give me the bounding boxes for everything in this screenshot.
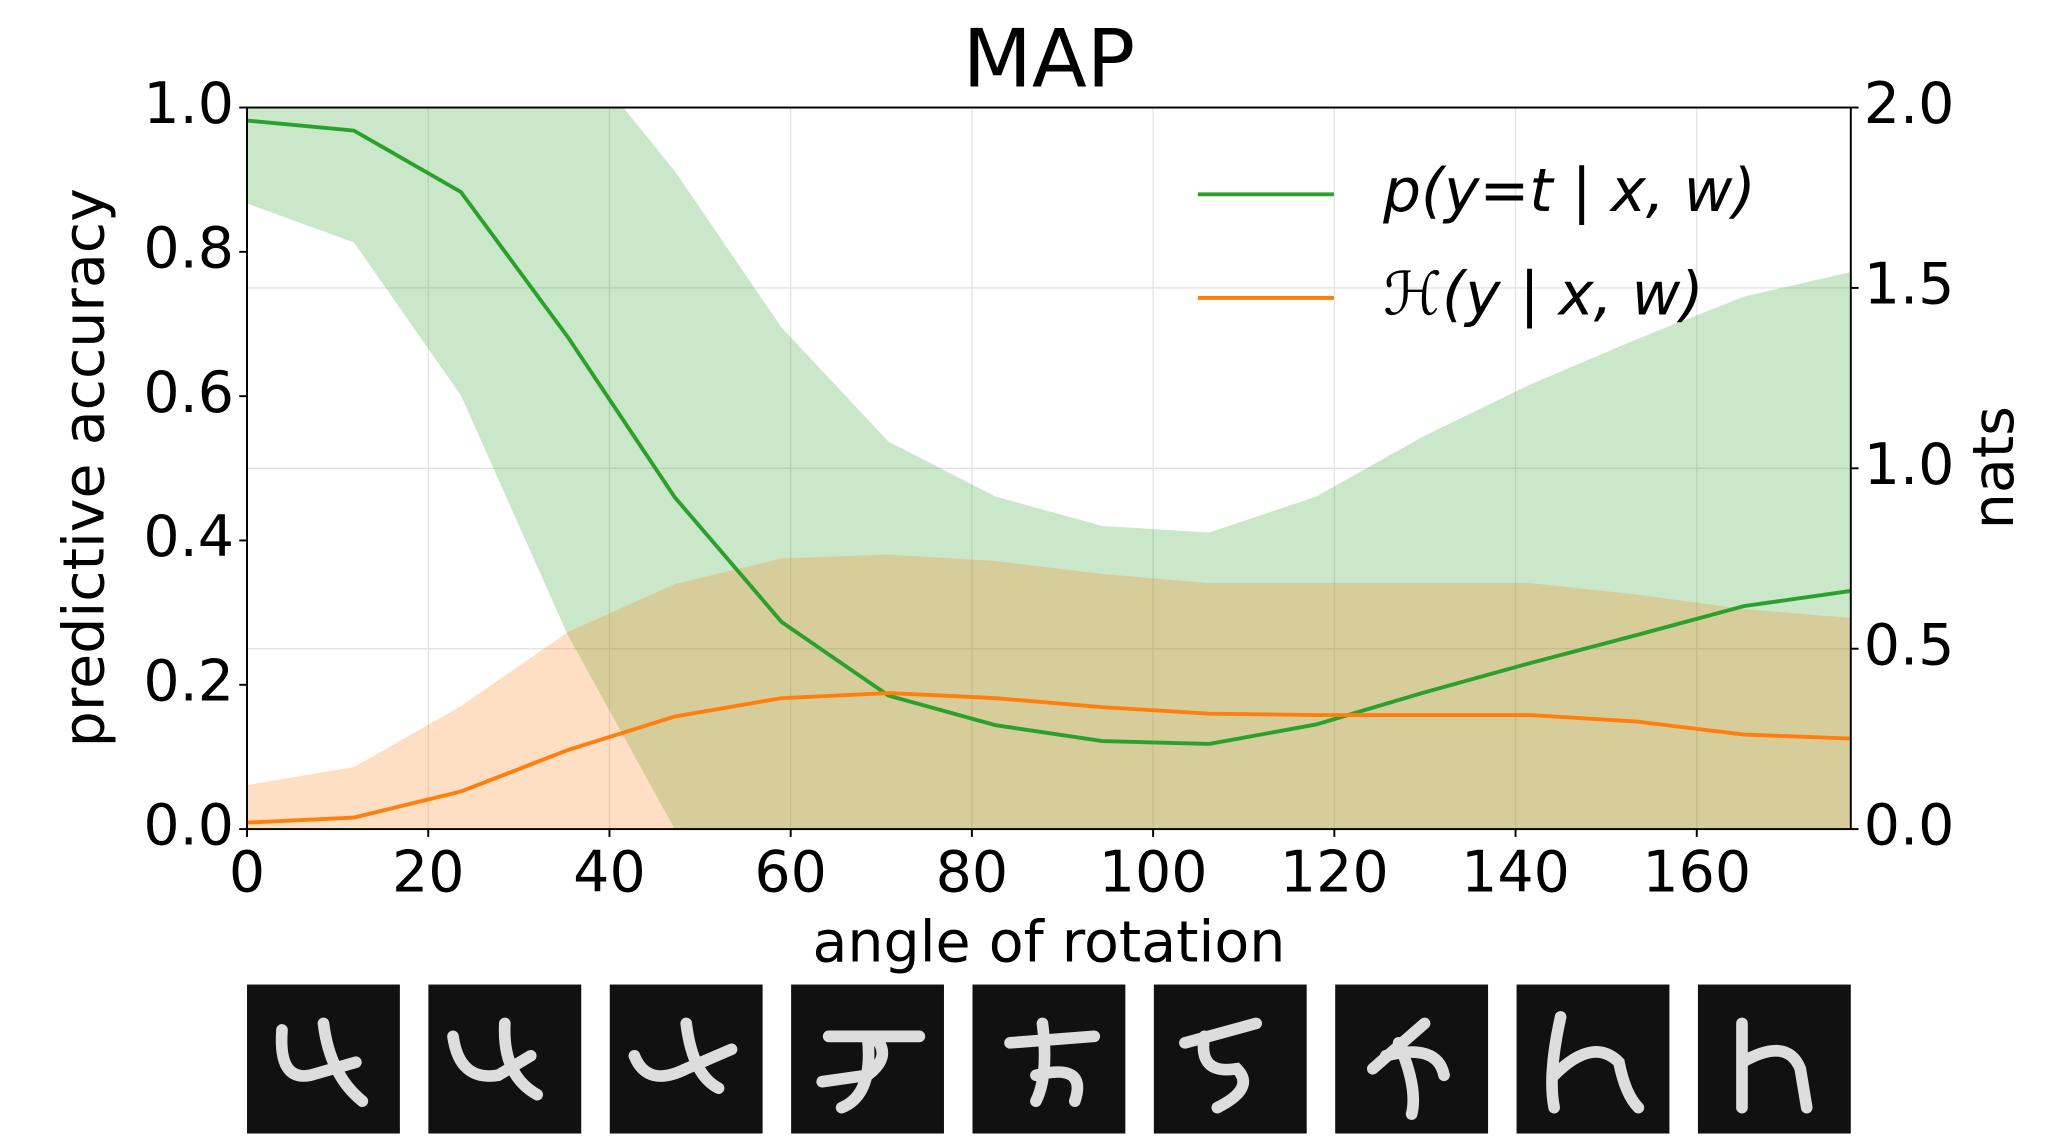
x-tick-label: 140: [1461, 839, 1570, 905]
y-tick-label: 0.4: [143, 504, 234, 570]
y2-tick-label: 1.5: [1864, 252, 1955, 318]
legend-label: p(y=t | x, w): [1382, 157, 1756, 226]
digit-strokes: [275, 1011, 1813, 1120]
x-tick-label: 160: [1642, 839, 1751, 905]
y-tick-label: 1.0: [143, 71, 234, 137]
chart-title: MAP: [963, 12, 1136, 106]
series-line: [247, 118, 1851, 746]
x-tick-label: 80: [936, 839, 1009, 905]
y2-tick-label: 1.0: [1864, 432, 1955, 498]
y-tick-label: 0.0: [143, 793, 234, 859]
x-tick-label: 60: [754, 839, 827, 905]
y-tick-label: 0.6: [143, 360, 234, 426]
series-line: [247, 691, 1851, 825]
x-tick-label: 0: [229, 839, 265, 905]
y-axis-label: predictive accuracy: [51, 188, 117, 747]
x-axis-label: angle of rotation: [812, 909, 1285, 975]
legend-label: ℋ(y | x, w): [1383, 261, 1703, 330]
x-tick-label: 40: [573, 839, 646, 905]
y-tick-label: 0.8: [143, 215, 234, 281]
y2-axis-label: nats: [1961, 406, 2027, 529]
y2-tick-label: 2.0: [1864, 71, 1955, 137]
y-tick-label: 0.2: [143, 648, 234, 714]
confidence-band: [247, 107, 1851, 830]
x-tick-label: 100: [1099, 839, 1208, 905]
y2-tick-label: 0.5: [1864, 612, 1955, 678]
confidence-band: [247, 554, 1851, 830]
x-tick-label: 120: [1280, 839, 1389, 905]
y2-tick-label: 0.0: [1864, 793, 1955, 859]
x-tick-label: 20: [392, 839, 465, 905]
